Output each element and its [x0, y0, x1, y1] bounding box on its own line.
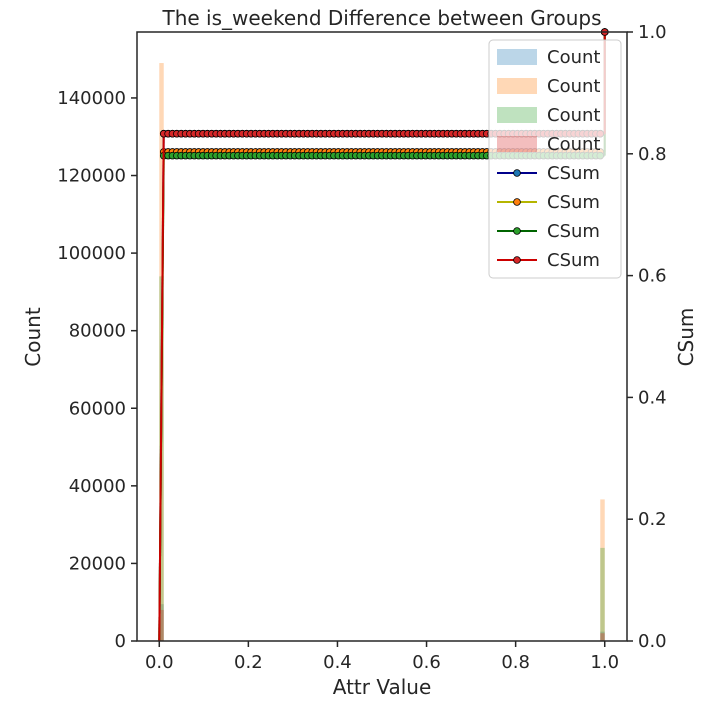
legend-marker: [513, 169, 521, 177]
x-tick-label: 0.2: [234, 652, 263, 673]
x-tick-label: 0.0: [145, 652, 174, 673]
y-tick-label: 0: [115, 631, 126, 652]
legend-marker: [513, 198, 521, 206]
histogram-bar: [600, 633, 605, 641]
legend-label: Count: [547, 134, 600, 155]
legend-swatch: [497, 136, 537, 152]
y-tick-label: 20000: [69, 553, 126, 574]
legend: Count Count Count Count CSum CSum CSum CSum: [488, 39, 622, 279]
y-axis-title: Count: [21, 307, 45, 367]
legend-label: CSum: [547, 250, 600, 271]
y2-tick-label: 0.0: [638, 631, 667, 652]
legend-marker: [513, 256, 521, 264]
histogram-bar: [600, 631, 605, 641]
plot-frame: [136, 31, 628, 642]
y2-tick-label: 0.6: [638, 266, 667, 287]
histogram-bar: [600, 499, 605, 641]
y2-axis-title: CSum: [674, 308, 698, 367]
y-tick-label: 140000: [57, 88, 126, 109]
y2-tick-label: 0.4: [638, 387, 667, 408]
y-tick-label: 80000: [69, 321, 126, 342]
y2-tick-label: 0.2: [638, 509, 667, 530]
y2-tick-label: 0.8: [638, 144, 667, 165]
y2-tick-label: 1.0: [638, 22, 667, 43]
axes: 0.0 0.2 0.4 0.6 0.8 1.0 0 20000 40000 60000 80000 1…: [57, 22, 666, 673]
legend-label: Count: [547, 47, 600, 68]
histogram-bar: [600, 547, 605, 641]
histogram-bar: [159, 604, 164, 641]
legend-label: CSum: [547, 221, 600, 242]
legend-label: Count: [547, 105, 600, 126]
legend-label: CSum: [547, 192, 600, 213]
y-tick-label: 100000: [57, 243, 126, 264]
legend-label: CSum: [547, 163, 600, 184]
legend-swatch: [497, 49, 537, 65]
legend-label: Count: [547, 76, 600, 97]
x-tick-label: 0.4: [323, 652, 352, 673]
y-tick-label: 60000: [69, 398, 126, 419]
legend-swatch: [497, 78, 537, 94]
y-tick-label: 120000: [57, 166, 126, 187]
csum-line-rise: [158, 133, 165, 642]
legend-box: [488, 39, 622, 279]
legend-marker: [513, 227, 521, 235]
legend-swatch: [497, 107, 537, 123]
x-tick-label: 0.6: [412, 652, 441, 673]
y-tick-label: 40000: [69, 476, 126, 497]
histogram-bar: [159, 609, 164, 641]
x-axis-title: Attr Value: [333, 675, 432, 699]
x-tick-label: 0.8: [501, 652, 530, 673]
chart-title: The is_weekend Difference between Groups: [161, 6, 601, 30]
x-tick-label: 1.0: [590, 652, 619, 673]
